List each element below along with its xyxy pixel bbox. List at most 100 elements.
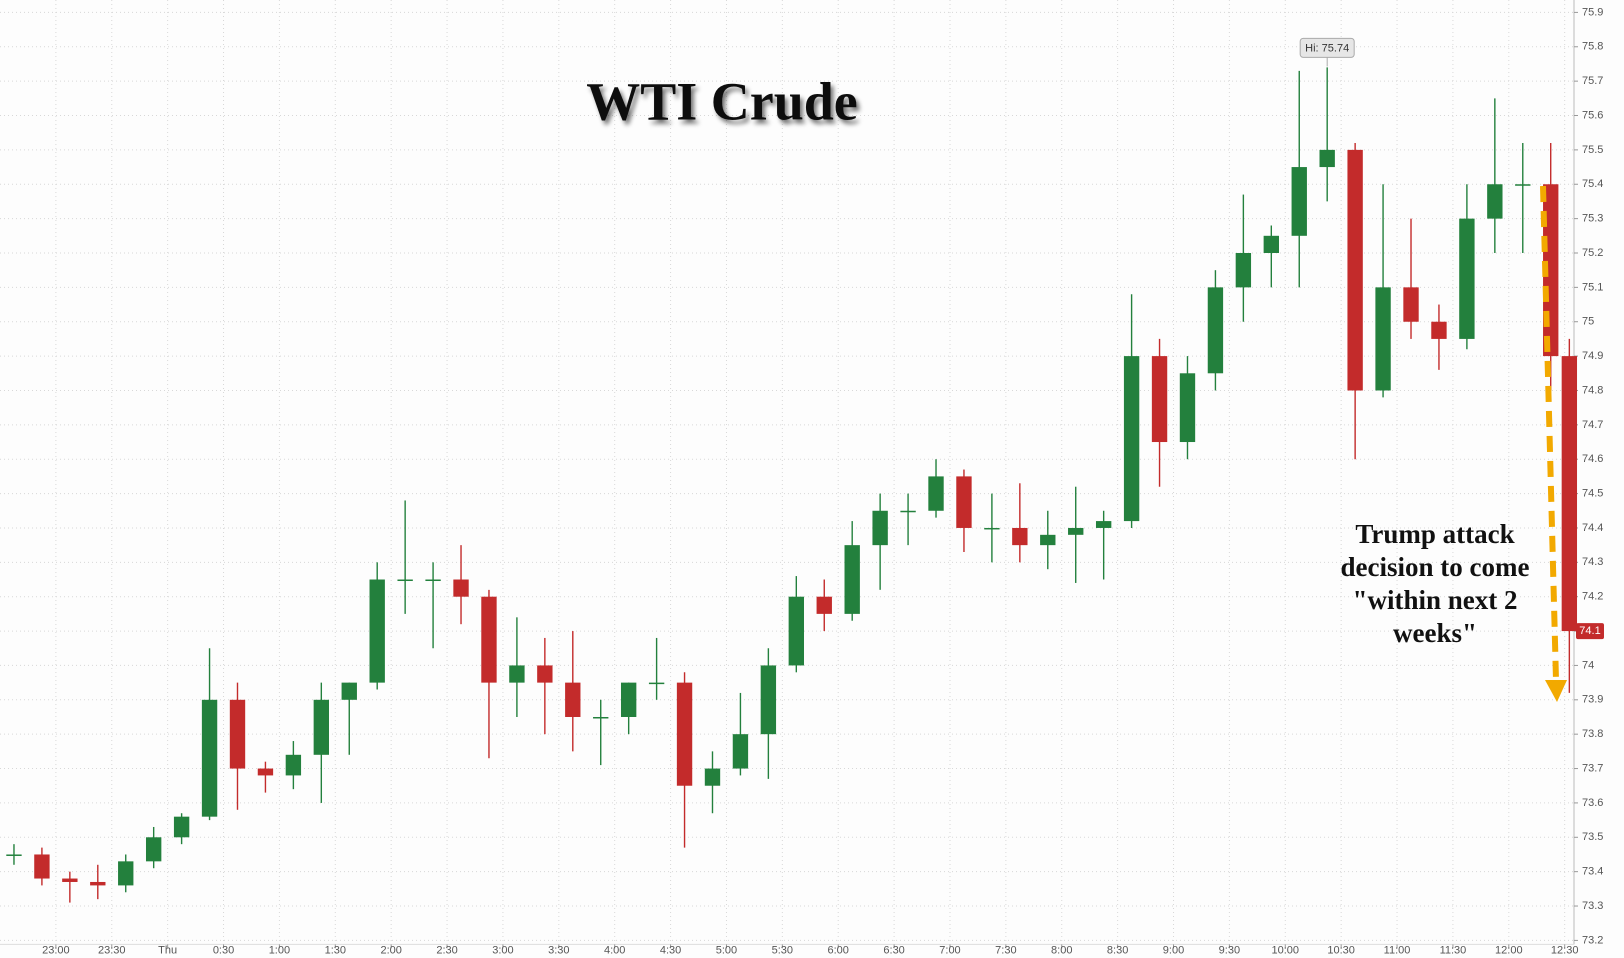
candle-body	[1040, 534, 1056, 546]
candle-body	[1431, 321, 1447, 339]
x-tick-label: 4:00	[604, 944, 625, 956]
y-tick-label: 73.2	[1582, 934, 1603, 946]
candle-body	[285, 754, 302, 776]
y-tick-label: 74.2	[1582, 591, 1603, 603]
candle-body	[1123, 356, 1140, 522]
candle-body	[201, 699, 218, 817]
high-label: Hi: 75.74	[1299, 37, 1355, 67]
x-tick-label: 3:00	[492, 944, 513, 956]
x-tick-label: 23:30	[98, 944, 126, 956]
annotation-line: Trump attack	[1355, 519, 1514, 549]
candle-body	[928, 476, 944, 511]
x-tick-label: 9:30	[1219, 944, 1240, 956]
candle-body	[6, 854, 22, 856]
y-tick-label: 73.3	[1582, 900, 1603, 912]
candle-body	[481, 596, 497, 683]
candle-body	[788, 596, 804, 666]
y-tick-label: 74.5	[1582, 487, 1603, 499]
y-tick-label: 74.9	[1582, 350, 1603, 362]
candle-body	[844, 545, 860, 614]
x-tick-label: 11:30	[1440, 944, 1467, 956]
annotation-line: weeks"	[1393, 618, 1477, 648]
candle-body	[593, 716, 609, 719]
candle-body	[956, 476, 972, 528]
y-tick-label: 75.3	[1582, 213, 1603, 225]
candle-body	[1068, 527, 1084, 535]
x-tick-label: 8:30	[1107, 944, 1128, 956]
candle-body	[397, 579, 413, 582]
candle-body	[1347, 149, 1363, 391]
candle-body	[620, 682, 637, 717]
x-tick-label: 6:00	[828, 944, 849, 956]
candle-body	[1012, 527, 1028, 546]
candle-body	[509, 665, 525, 683]
x-tick-label: 6:30	[883, 944, 904, 956]
y-tick-label: 74.7	[1582, 419, 1603, 431]
x-tick-label: 10:30	[1327, 944, 1355, 956]
candle-body	[1235, 252, 1252, 288]
x-tick-label: 12:30	[1551, 944, 1579, 956]
candle-body	[90, 881, 106, 886]
y-tick-label: 74.6	[1582, 453, 1603, 465]
x-tick-label: 23:00	[42, 944, 70, 956]
y-tick-label: 73.4	[1582, 866, 1603, 878]
y-tick-label: 74	[1582, 659, 1594, 671]
x-tick-label: 8:00	[1051, 944, 1072, 956]
candle-body	[1179, 373, 1196, 443]
candle-body	[341, 682, 357, 700]
y-tick-label: 75.9	[1582, 6, 1603, 18]
candle-body	[425, 579, 441, 582]
y-tick-label: 75.5	[1582, 144, 1603, 156]
candle-body	[984, 527, 1000, 530]
candle-body	[145, 837, 162, 862]
candle-body	[1095, 521, 1112, 528]
y-tick-label: 73.6	[1582, 797, 1603, 809]
y-tick-label: 74.8	[1582, 384, 1603, 396]
candle-body	[648, 682, 665, 685]
candle-body	[313, 699, 330, 755]
high-label-box	[1299, 37, 1355, 58]
y-tick-label: 75	[1582, 316, 1594, 328]
x-tick-label: 12:00	[1495, 944, 1523, 956]
x-tick-label: 4:30	[660, 944, 681, 956]
candle-body	[676, 682, 693, 786]
candle-body	[1207, 287, 1224, 374]
candle-body	[118, 861, 134, 886]
candle-body	[1319, 149, 1335, 168]
candle-body	[1151, 356, 1168, 443]
y-tick-label: 75.6	[1582, 109, 1603, 121]
x-tick-label: 9:00	[1163, 944, 1184, 956]
candle-body	[872, 510, 888, 546]
candle-body	[1263, 235, 1279, 253]
x-tick-label: 3:30	[548, 944, 569, 956]
x-tick-label: 2:00	[380, 944, 401, 956]
candle-body	[732, 734, 749, 769]
overlays: Hi: 75.74 74.1	[1299, 37, 1604, 640]
candle-body	[257, 768, 274, 776]
y-tick-label: 74.4	[1582, 522, 1603, 534]
x-tick-label: 2:30	[436, 944, 457, 956]
y-tick-label: 75.7	[1582, 75, 1603, 87]
candle-body	[453, 579, 469, 597]
candle-body	[900, 510, 916, 513]
candle-body	[565, 682, 581, 717]
x-tick-label: 5:30	[772, 944, 793, 956]
candle-body	[1375, 287, 1391, 391]
annotation-arrow	[1540, 185, 1567, 702]
candle-body	[537, 665, 553, 683]
y-tick-label: 74.3	[1582, 556, 1603, 568]
annotation-line: decision to come	[1341, 552, 1530, 582]
y-tick-label: 75.8	[1582, 41, 1603, 53]
arrow-shaft	[1540, 185, 1559, 681]
last-price-box	[1576, 623, 1604, 640]
x-tick-label: 11:00	[1384, 944, 1411, 956]
x-tick-label: 1:30	[325, 944, 346, 956]
candle-body	[1561, 356, 1578, 632]
chart-title: WTI Crude	[586, 71, 858, 131]
candle-body	[760, 665, 777, 735]
x-tick-label: 0:30	[213, 944, 234, 956]
annotation-line: "within next 2	[1352, 585, 1517, 615]
y-tick-label: 73.8	[1582, 728, 1603, 740]
